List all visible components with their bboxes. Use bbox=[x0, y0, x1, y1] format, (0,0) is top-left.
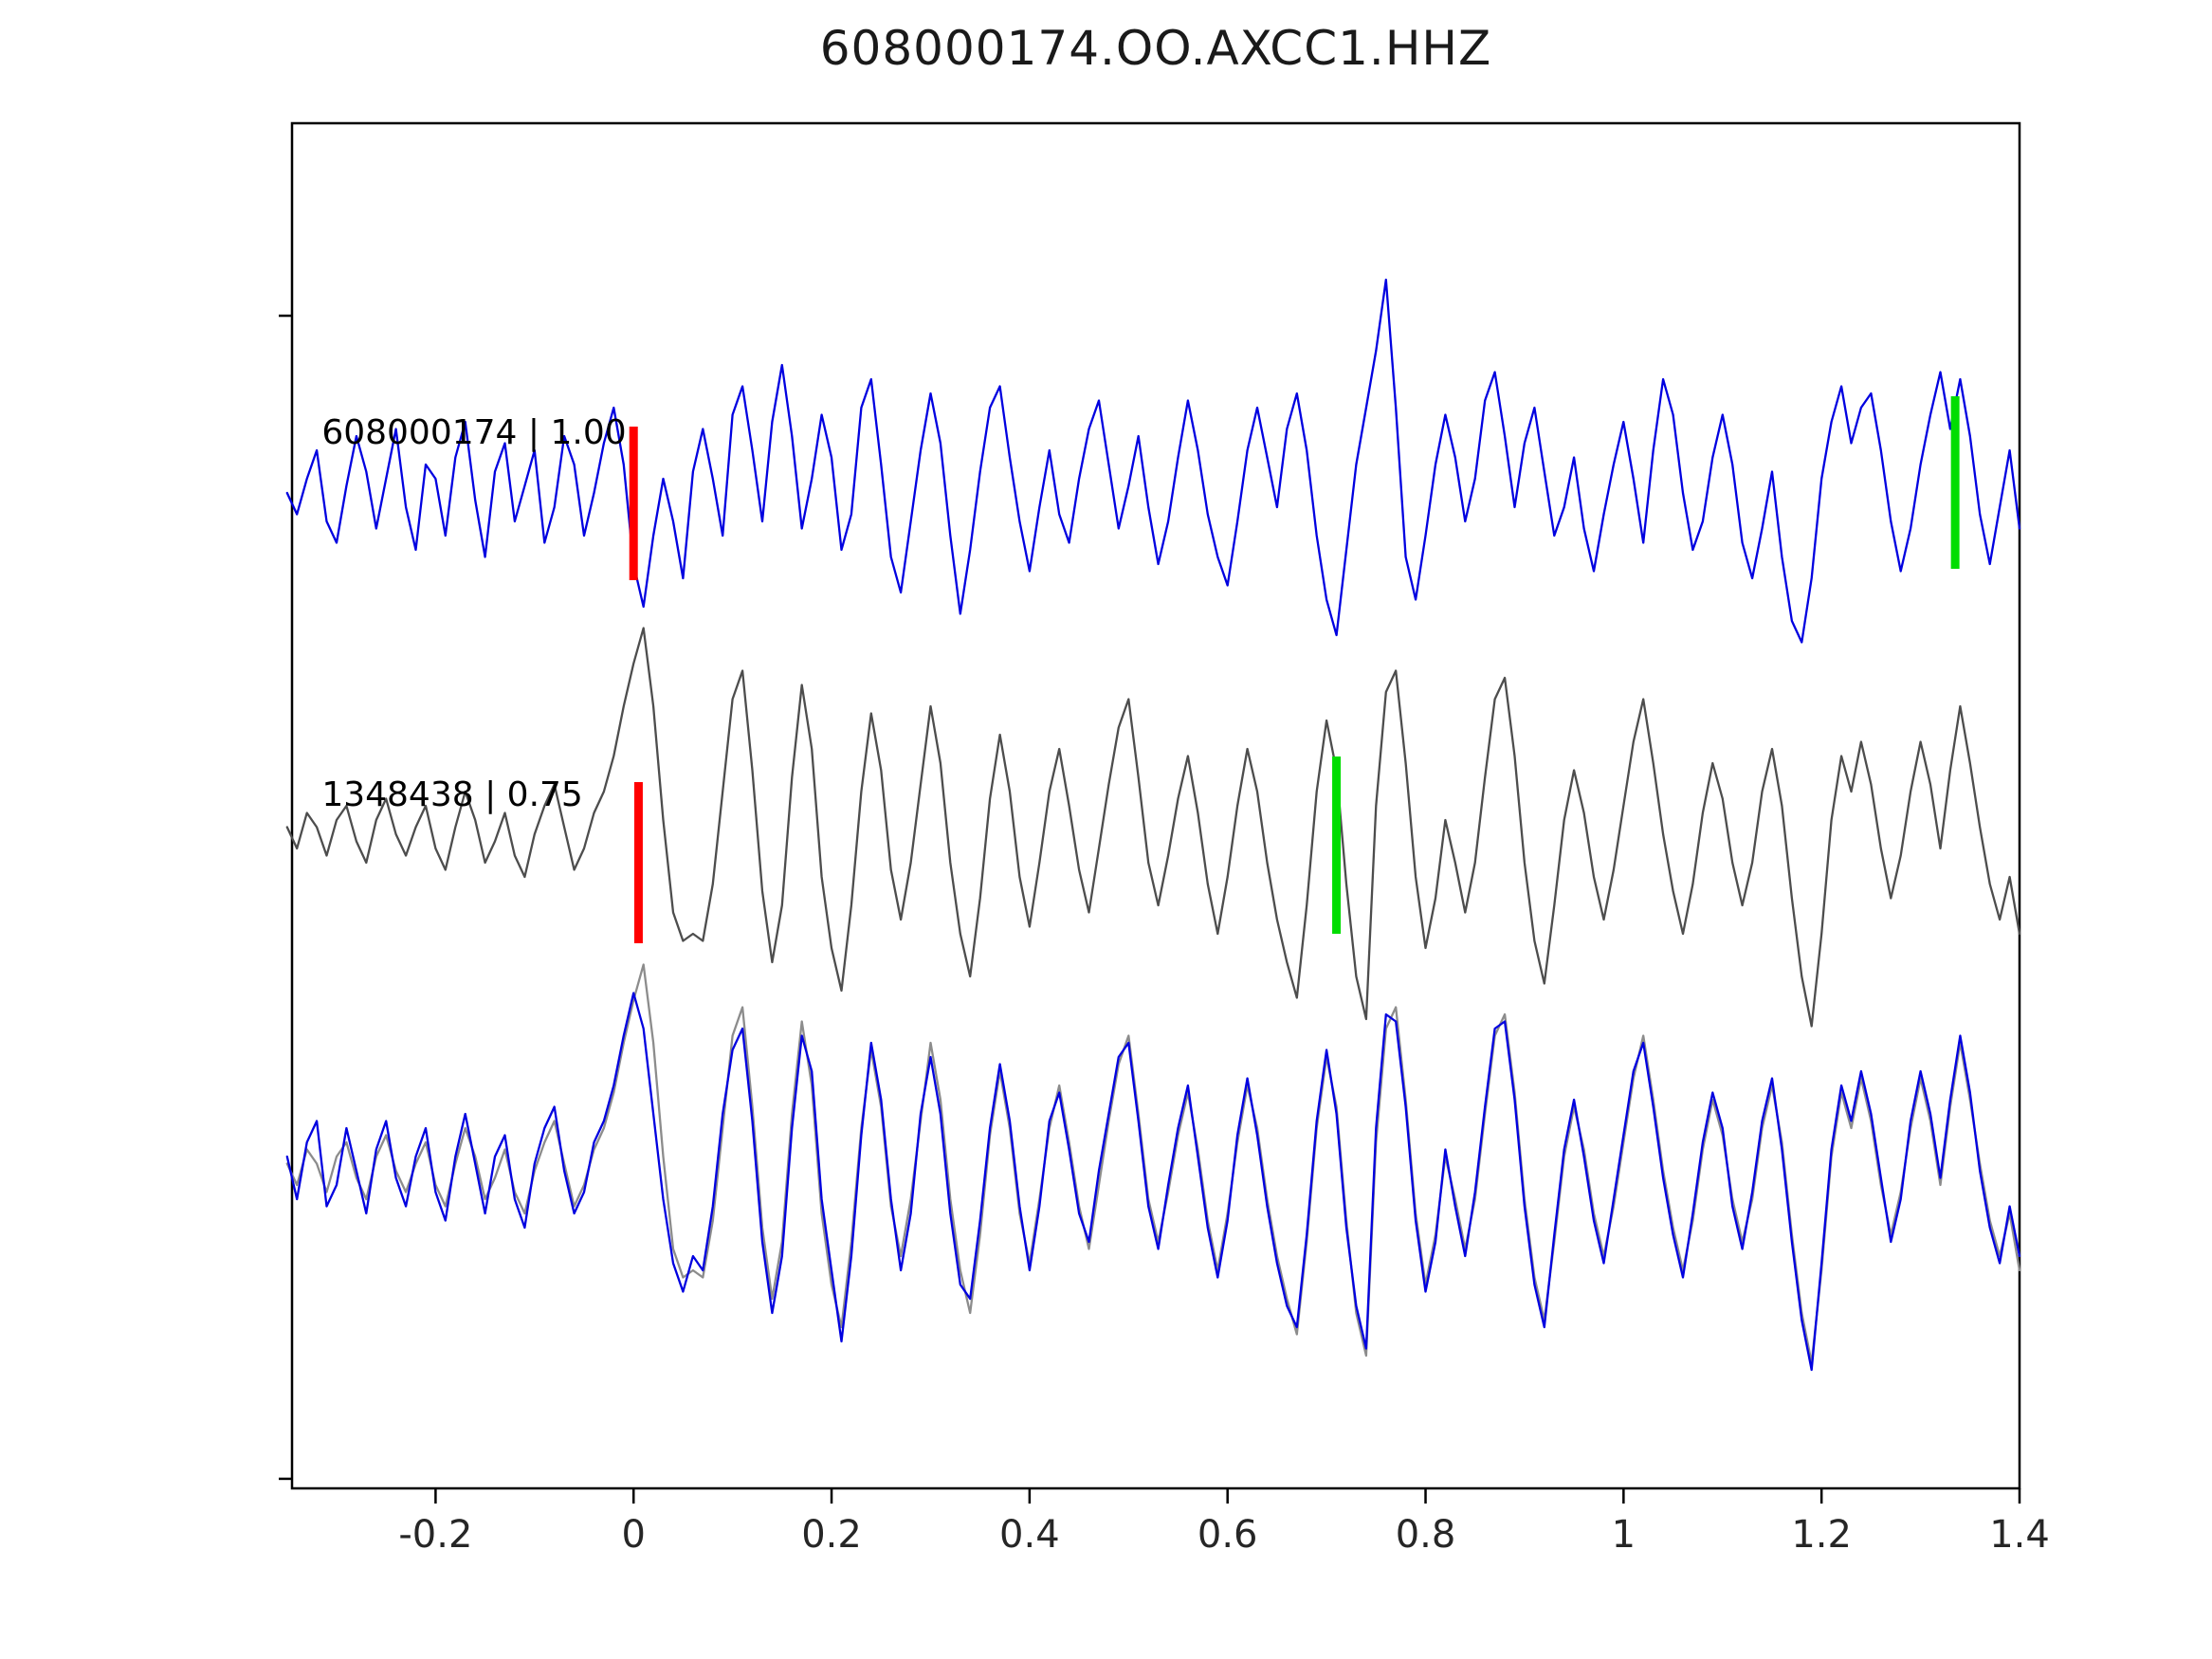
chart-title: 608000174.OO.AXCC1.HHZ bbox=[819, 21, 1492, 76]
x-tick-label: 1.2 bbox=[1791, 1513, 1852, 1557]
x-tick-label: 1.4 bbox=[1989, 1513, 2050, 1557]
x-tick-label: 0.4 bbox=[999, 1513, 1060, 1557]
trace-overlay-template-blue bbox=[285, 992, 2021, 1372]
trace-label-panel1: 1348438 | 0.75 bbox=[321, 775, 583, 814]
x-tick-label: 0.2 bbox=[801, 1513, 862, 1557]
x-tick-label: 1 bbox=[1612, 1513, 1636, 1557]
trace-label-panel0: 608000174 | 1.00 bbox=[321, 413, 626, 452]
x-tick-label: 0.6 bbox=[1197, 1513, 1258, 1557]
trace-detection-1348438 bbox=[285, 627, 2021, 1028]
x-tick-label: -0.2 bbox=[398, 1513, 472, 1557]
x-tick-label: 0.8 bbox=[1396, 1513, 1456, 1557]
x-tick-label: 0 bbox=[621, 1513, 645, 1557]
trace-overlay-detection-gray bbox=[285, 963, 2021, 1364]
trace-template-608000174 bbox=[285, 278, 2021, 644]
axes-frame bbox=[290, 121, 2021, 1490]
